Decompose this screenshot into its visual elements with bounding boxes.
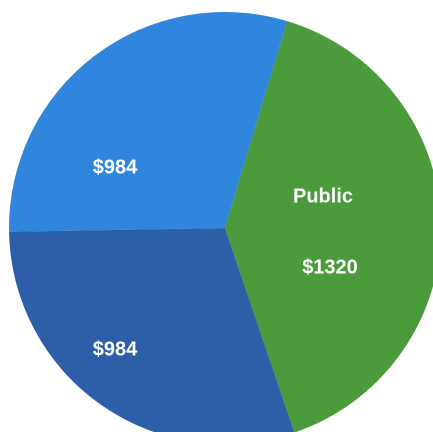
labels: $984 Public $1320 $984 bbox=[93, 156, 358, 360]
value-label: $984 bbox=[93, 156, 138, 178]
slice-label: Public bbox=[293, 185, 353, 207]
pie bbox=[9, 11, 433, 432]
pie-slice bbox=[225, 21, 433, 432]
value-label: $1320 bbox=[302, 256, 358, 278]
value-label: $984 bbox=[93, 338, 138, 360]
pie-slice bbox=[9, 11, 288, 232]
pie-slice bbox=[9, 228, 295, 432]
